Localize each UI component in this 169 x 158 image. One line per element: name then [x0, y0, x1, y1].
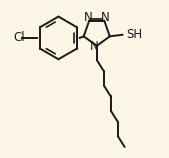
Text: N: N — [84, 11, 93, 24]
Text: SH: SH — [126, 28, 142, 41]
Text: N: N — [90, 40, 98, 53]
Text: Cl: Cl — [13, 31, 25, 44]
Text: N: N — [101, 11, 109, 24]
